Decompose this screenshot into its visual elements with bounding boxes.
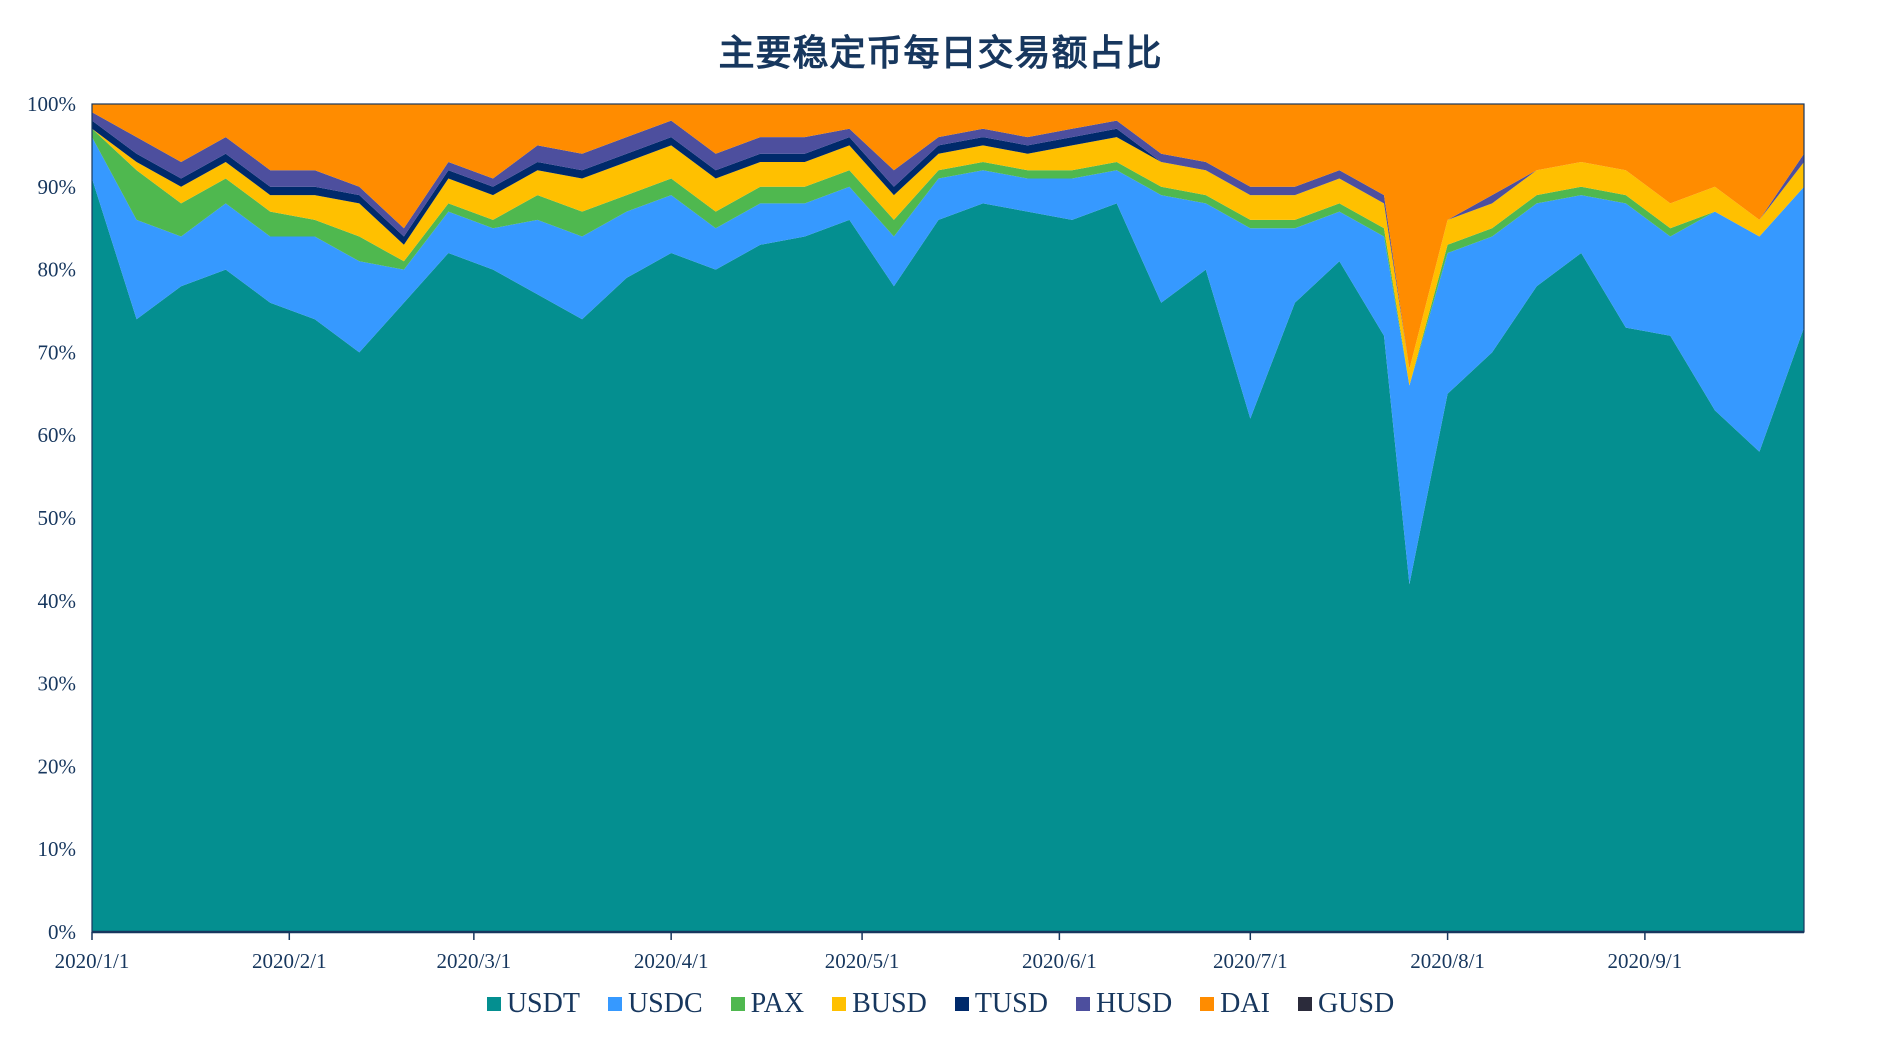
legend-swatch xyxy=(607,997,622,1011)
x-tick-label: 2020/9/1 xyxy=(1608,949,1683,973)
y-tick-label: 80% xyxy=(38,258,77,282)
area-usdt xyxy=(92,178,1804,932)
x-tick-label: 2020/5/1 xyxy=(825,949,900,973)
legend-item-dai: DAI xyxy=(1200,988,1270,1020)
legend-swatch xyxy=(486,997,501,1011)
legend-label: PAX xyxy=(750,988,805,1019)
y-tick-label: 10% xyxy=(38,837,77,861)
legend-label: GUSD xyxy=(1317,988,1395,1019)
y-tick-label: 90% xyxy=(38,175,77,199)
area-busd xyxy=(92,128,1804,386)
legend-item-usdc: USDC xyxy=(607,988,703,1020)
y-tick-label: 30% xyxy=(38,672,77,696)
legend-label: USDT xyxy=(506,988,580,1019)
legend-swatch xyxy=(1075,997,1090,1011)
legend-item-gusd: GUSD xyxy=(1297,988,1395,1020)
y-tick-label: 100% xyxy=(27,92,76,116)
y-tick-label: 20% xyxy=(38,754,77,778)
chart-legend: USDT USDC PAX BUSD TUSD HUSD DAI GUSD xyxy=(0,988,1881,1020)
legend-swatch xyxy=(832,997,847,1011)
legend-item-husd: HUSD xyxy=(1075,988,1173,1020)
y-tick-label: 40% xyxy=(38,589,77,613)
area-usdc xyxy=(92,137,1804,585)
stacked-area-chart: 0% 10% 20% 30% 40% 50% 60% 70% 80% 90% 100% 2020/1/… xyxy=(27,92,1805,973)
x-tick-label: 2020/4/1 xyxy=(634,949,709,973)
legend-item-tusd: TUSD xyxy=(954,988,1048,1020)
x-tick-label: 2020/7/1 xyxy=(1213,949,1288,973)
legend-swatch xyxy=(1200,997,1215,1011)
legend-label: BUSD xyxy=(852,988,927,1019)
legend-label: HUSD xyxy=(1095,988,1173,1019)
legend-swatch xyxy=(1297,997,1312,1011)
chart-title: 主要稳定币每日交易额占比 xyxy=(718,32,1163,74)
legend-swatch xyxy=(954,997,969,1011)
x-tick-label: 2020/8/1 xyxy=(1410,949,1485,973)
legend-label: USDC xyxy=(627,988,703,1019)
x-tick-label: 2020/2/1 xyxy=(252,949,327,973)
y-tick-label: 0% xyxy=(48,920,76,944)
legend-item-pax: PAX xyxy=(730,988,805,1020)
legend-swatch xyxy=(730,997,745,1011)
legend-label: TUSD xyxy=(974,988,1048,1019)
x-tick-label: 2020/1/1 xyxy=(55,949,130,973)
y-tick-label: 50% xyxy=(38,506,77,530)
x-tick-label: 2020/6/1 xyxy=(1022,949,1097,973)
x-tick-label: 2020/3/1 xyxy=(437,949,512,973)
legend-item-usdt: USDT xyxy=(486,988,580,1020)
legend-label: DAI xyxy=(1220,988,1270,1019)
y-tick-label: 60% xyxy=(38,423,77,447)
y-tick-label: 70% xyxy=(38,340,77,364)
legend-item-busd: BUSD xyxy=(832,988,927,1020)
axes: 0% 10% 20% 30% 40% 50% 60% 70% 80% 90% 100% 2020/1/… xyxy=(27,92,1805,973)
area-dai xyxy=(92,104,1804,369)
area-series-group xyxy=(92,104,1804,932)
